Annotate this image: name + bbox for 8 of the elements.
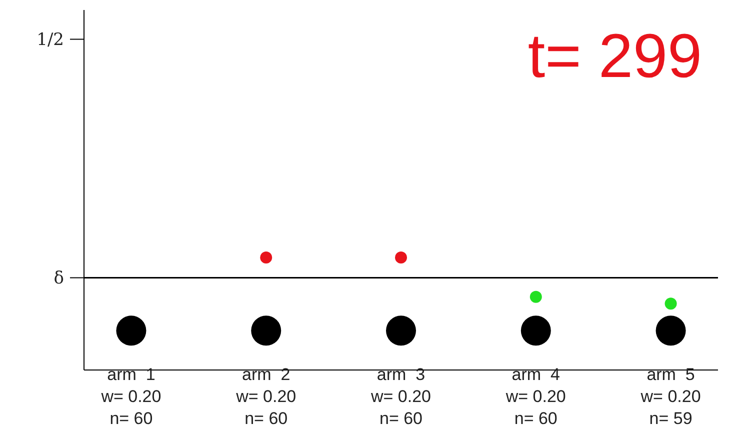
x-tick-label: arm 2 w= 0.20 n= 60 <box>235 365 296 428</box>
x-tick-label: arm 1 w= 0.20 n= 60 <box>100 365 162 428</box>
x-tick-label: arm 3 w= 0.20 n= 60 <box>370 365 432 428</box>
ref-line-label: δ <box>54 268 64 289</box>
text: 1/2 <box>36 30 64 50</box>
x-tick-label: arm 4 w= 0.20 n= 60 <box>504 365 566 428</box>
text: t= 299 <box>528 22 702 91</box>
x-tick-label: arm 5 w= 0.20 n= 59 <box>640 365 701 428</box>
